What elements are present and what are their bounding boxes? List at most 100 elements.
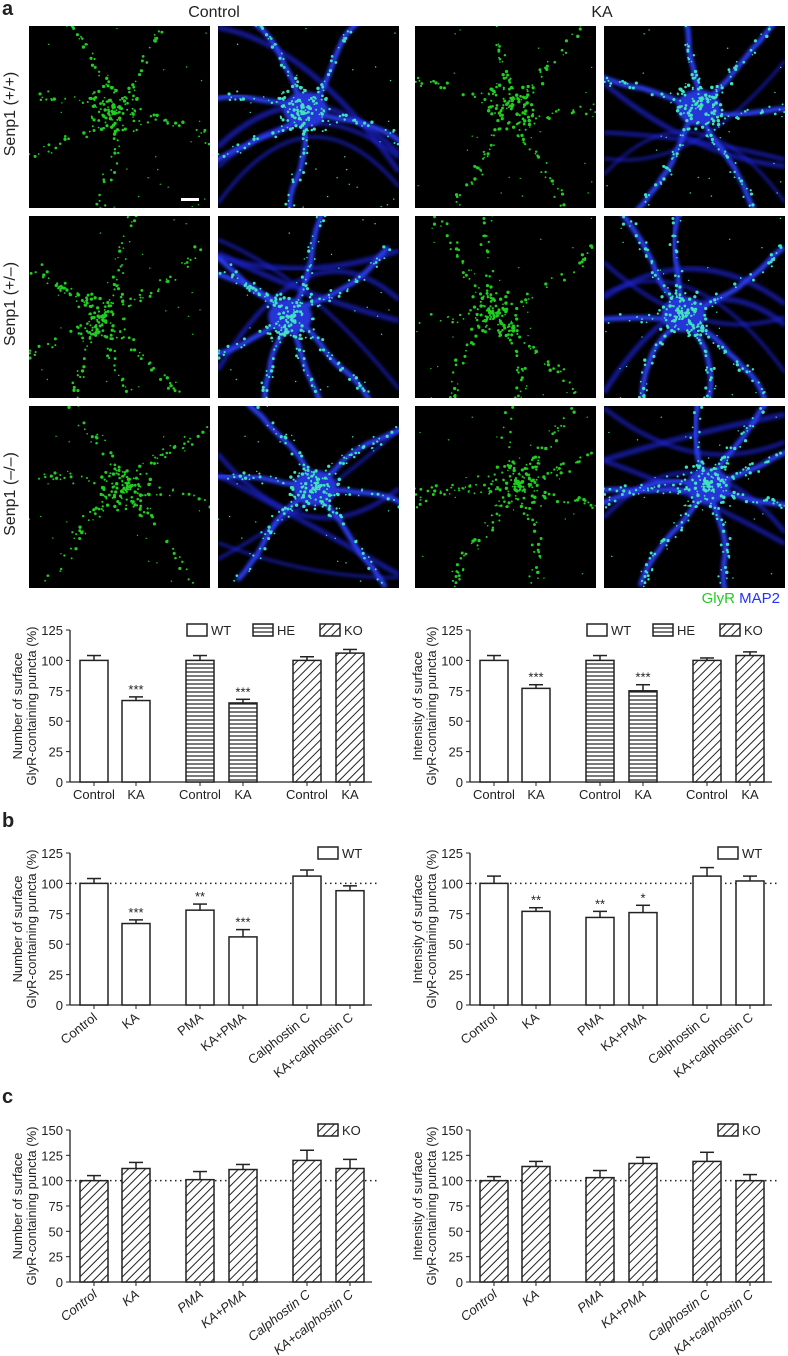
x-tick-label: KA (119, 1287, 142, 1309)
x-tick-label: PMA (574, 1287, 605, 1316)
significance-marker: *** (128, 682, 143, 697)
x-tick-label: PMA (174, 1009, 206, 1038)
y-axis-label: Intensity of surface (410, 874, 425, 983)
y-tick-label: 125 (41, 846, 63, 861)
y-tick-label: 25 (49, 745, 63, 760)
micrograph-glyr (0, 197, 210, 432)
y-tick-label: 50 (49, 714, 63, 729)
micrograph-merged (174, 197, 401, 434)
y-tick-label: 100 (441, 653, 463, 668)
x-tick-label: KA (634, 787, 652, 802)
y-tick-label: 75 (49, 1199, 63, 1214)
y-tick-label: 0 (56, 775, 63, 790)
x-tick-label: Control (458, 1286, 501, 1324)
bar (335, 1167, 365, 1283)
y-tick-label: 25 (449, 745, 463, 760)
column-header-ka: KA (591, 4, 613, 21)
y-tick-label: 25 (49, 1250, 63, 1265)
y-tick-label: 25 (49, 968, 63, 983)
x-tick-label: Control (686, 787, 728, 802)
bar (692, 1160, 722, 1283)
x-tick-label: KA (127, 787, 145, 802)
panel-label-b: b (2, 810, 15, 832)
legend-label: HE (677, 623, 695, 638)
legend-map2: MAP2 (739, 590, 780, 607)
panel-label-a: a (2, 0, 14, 20)
y-tick-label: 50 (49, 937, 63, 952)
legend-swatch-he (652, 623, 674, 637)
bar (79, 659, 109, 783)
y-tick-label: 25 (449, 968, 463, 983)
y-tick-label: 50 (49, 1224, 63, 1239)
bar-chart-c-number: Number of surface GlyR-containing puncta … (10, 1123, 378, 1356)
micrograph-glyr (396, 368, 643, 605)
y-axis-label: GlyR-containing puncta (%) (24, 1127, 39, 1286)
row-label-wt: Senp1 (+/+) (2, 71, 19, 157)
y-tick-label: 150 (441, 1123, 463, 1138)
x-tick-label: KA (119, 1009, 142, 1032)
y-tick-label: 75 (49, 907, 63, 922)
bar (228, 1168, 258, 1283)
y-tick-label: 100 (441, 1174, 463, 1189)
bar (185, 909, 215, 1006)
y-axis-label: GlyR-containing puncta (%) (424, 850, 439, 1009)
y-tick-label: 25 (449, 1250, 463, 1265)
legend-swatch-wt (186, 623, 208, 637)
bar (335, 889, 365, 1006)
micrograph-merged (193, 395, 432, 588)
y-tick-label: 75 (49, 684, 63, 699)
micrograph-merged (184, 6, 423, 232)
y-axis-label: GlyR-containing puncta (%) (424, 1127, 439, 1286)
bar (185, 1178, 215, 1283)
bar (521, 1165, 551, 1283)
bar (585, 659, 615, 783)
legend-label: WT (611, 623, 631, 638)
y-axis-label: GlyR-containing puncta (%) (424, 627, 439, 786)
significance-marker: *** (235, 915, 250, 930)
y-tick-label: 0 (56, 1275, 63, 1290)
bar (692, 875, 722, 1006)
bar (628, 911, 658, 1006)
channel-legend: GlyR MAP2 (702, 590, 780, 607)
significance-marker: *** (635, 670, 650, 685)
x-tick-label: KA (341, 787, 359, 802)
bar (521, 910, 551, 1006)
y-tick-label: 50 (449, 937, 463, 952)
y-tick-label: 50 (449, 1224, 463, 1239)
micrograph-merged (585, 365, 788, 606)
y-tick-label: 0 (456, 775, 463, 790)
x-tick-label: KA+PMA (198, 1287, 249, 1332)
y-tick-label: 0 (456, 998, 463, 1013)
bar (79, 882, 109, 1006)
x-tick-label: KA (519, 1287, 542, 1309)
x-tick-label: Control (73, 787, 115, 802)
bar (692, 659, 722, 783)
micrograph-glyr (369, 189, 600, 434)
legend-swatch-ko (719, 623, 741, 637)
y-tick-label: 150 (41, 1123, 63, 1138)
x-tick-label: KA+calphostin C (271, 1010, 356, 1081)
legend-label: WT (742, 846, 762, 861)
bar (292, 1159, 322, 1283)
y-axis-label: Number of surface (10, 1153, 25, 1260)
micrograph-glyr (5, 396, 241, 588)
bar (292, 659, 322, 783)
x-tick-label: Control (579, 787, 621, 802)
y-tick-label: 100 (41, 1174, 63, 1189)
bar (628, 690, 658, 783)
x-tick-label: PMA (174, 1287, 205, 1316)
significance-marker: ** (531, 893, 541, 908)
x-tick-label: KA+PMA (598, 1287, 649, 1332)
x-tick-label: Control (58, 1009, 100, 1047)
micrograph-merged (578, 0, 788, 216)
bar (335, 652, 365, 783)
bar (228, 702, 258, 783)
bar (585, 1176, 615, 1283)
micrograph-glyr (389, 0, 631, 215)
bar (585, 916, 615, 1006)
x-tick-label: KA (234, 787, 252, 802)
x-tick-label: KA+PMA (198, 1009, 249, 1054)
bar-chart-b-intensity: Intensity of surface GlyR-containing punc… (410, 846, 778, 1081)
legend-swatch-wt (317, 846, 339, 860)
y-tick-label: 75 (449, 1199, 463, 1214)
